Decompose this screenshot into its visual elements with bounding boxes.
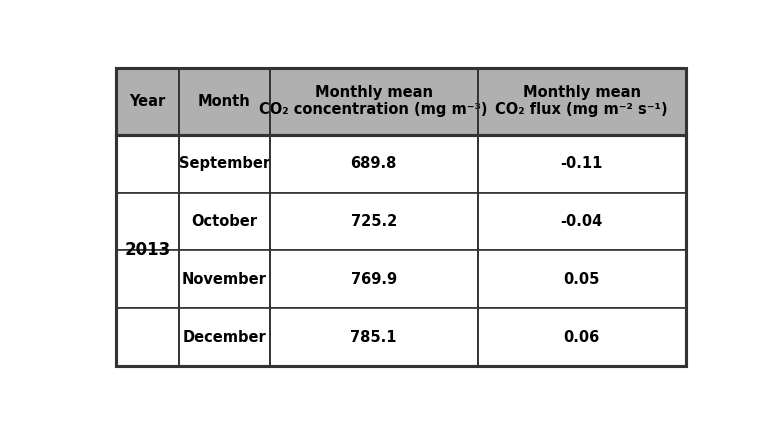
- Text: Monthly mean
CO₂ flux (mg m⁻² s⁻¹): Monthly mean CO₂ flux (mg m⁻² s⁻¹): [495, 85, 668, 117]
- Text: October: October: [191, 214, 257, 229]
- Text: November: November: [181, 272, 267, 287]
- Text: 725.2: 725.2: [350, 214, 396, 229]
- Text: 769.9: 769.9: [350, 272, 396, 287]
- Text: Year: Year: [129, 94, 165, 109]
- Bar: [116, 68, 178, 135]
- Text: 689.8: 689.8: [350, 156, 397, 171]
- Text: 0.05: 0.05: [564, 272, 600, 287]
- Text: 785.1: 785.1: [350, 330, 397, 345]
- Bar: [270, 308, 478, 366]
- Bar: [116, 193, 178, 250]
- Text: December: December: [182, 330, 266, 345]
- Bar: [178, 250, 270, 308]
- Text: -0.11: -0.11: [561, 156, 603, 171]
- Bar: [478, 135, 686, 193]
- Bar: [116, 250, 178, 308]
- Text: Monthly mean
CO₂ concentration (mg m⁻³): Monthly mean CO₂ concentration (mg m⁻³): [260, 85, 488, 117]
- Text: 0.06: 0.06: [564, 330, 600, 345]
- Bar: [478, 308, 686, 366]
- Text: Month: Month: [198, 94, 250, 109]
- Bar: [178, 308, 270, 366]
- Bar: [270, 250, 478, 308]
- Text: -0.04: -0.04: [561, 214, 603, 229]
- Bar: [178, 135, 270, 193]
- Bar: [178, 68, 270, 135]
- Bar: [270, 135, 478, 193]
- Bar: [478, 193, 686, 250]
- Text: September: September: [178, 156, 270, 171]
- Bar: [478, 250, 686, 308]
- Bar: [270, 193, 478, 250]
- Bar: [478, 68, 686, 135]
- Bar: [116, 135, 178, 193]
- Bar: [116, 308, 178, 366]
- Bar: [270, 68, 478, 135]
- Bar: [178, 193, 270, 250]
- Text: 2013: 2013: [124, 242, 170, 259]
